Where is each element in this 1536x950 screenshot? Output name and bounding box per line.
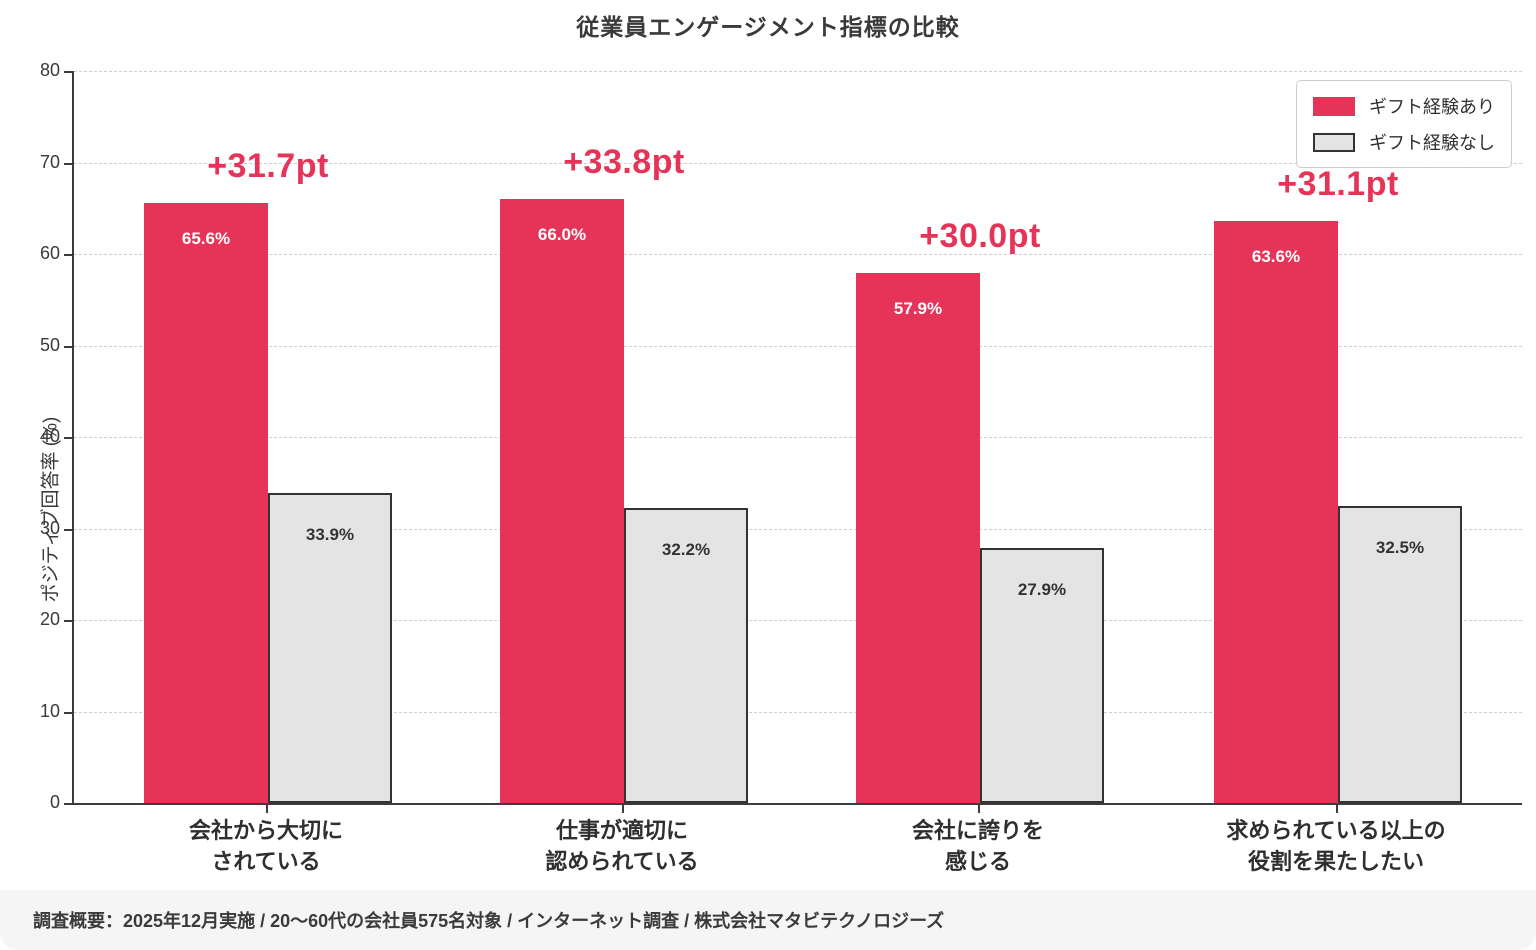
- bar-value-gift-yes-3: 63.6%: [1251, 247, 1301, 267]
- survey-footer-text: 調査概要：2025年12月実施 / 20〜60代の会社員575名対象 / インタ…: [33, 911, 945, 931]
- bar-gift-no-3: [1338, 505, 1462, 803]
- bar-gift-yes-0: [144, 202, 268, 803]
- gridline-y-80: [74, 71, 1522, 72]
- gridline-y-70: [74, 162, 1522, 164]
- x-category-label-3: 求められている以上の 役割を果たしたい: [1226, 818, 1446, 874]
- legend-item-gift-yes: ギフト経験あり: [1313, 93, 1495, 119]
- annotation-diff-2: +30.0pt: [919, 217, 1041, 256]
- gridline-y-20: [74, 620, 1522, 621]
- y-tick-mark-50: [64, 345, 72, 348]
- bar-value-gift-yes-2: 57.9%: [893, 299, 943, 319]
- x-tick-mark-3: [1336, 805, 1338, 813]
- y-tick-mark-80: [64, 71, 72, 73]
- y-tick-mark-30: [64, 528, 72, 531]
- legend-label-gift-yes: ギフト経験あり: [1369, 97, 1495, 117]
- gridline-y-10: [74, 711, 1522, 713]
- x-category-label-0: 会社から大切に されている: [188, 818, 343, 874]
- bar-gift-yes-2: [856, 273, 980, 803]
- plot-area: ギフト経験あり ギフト経験なし 65.6% 33.9% +31.7pt 66.0% 32…: [72, 71, 1522, 805]
- x-category-label-2: 会社に誇りを 感じる: [911, 818, 1044, 874]
- y-tick-mark-40: [64, 437, 72, 439]
- y-tick-label-70: 70: [39, 151, 60, 172]
- annotation-diff-3: +31.1pt: [1277, 165, 1399, 204]
- y-tick-label-10: 10: [39, 700, 60, 721]
- y-tick-label-50: 50: [39, 334, 60, 355]
- bar-gift-no-1: [624, 508, 748, 803]
- x-category-label-1: 仕事が適切に 認められている: [545, 818, 699, 874]
- legend-label-gift-no: ギフト経験なし: [1369, 133, 1495, 153]
- y-tick-label-60: 60: [39, 243, 60, 263]
- gridline-y-60: [74, 254, 1522, 255]
- bar-gift-yes-3: [1214, 221, 1338, 803]
- legend-swatch-gift-yes-icon: [1313, 96, 1355, 116]
- gridline-y-30: [74, 528, 1522, 530]
- bar-value-gift-no-1: 32.2%: [661, 540, 711, 560]
- gridline-y-40: [74, 437, 1522, 438]
- y-tick-mark-60: [64, 254, 72, 256]
- chart-title: 従業員エンゲージメント指標の比較: [576, 14, 960, 40]
- annotation-diff-0: +31.7pt: [207, 146, 329, 185]
- legend: ギフト経験あり ギフト経験なし: [1296, 80, 1512, 168]
- annotation-diff-1: +33.8pt: [563, 143, 685, 182]
- y-tick-label-0: 0: [49, 792, 60, 812]
- gridline-y-50: [74, 345, 1522, 347]
- bar-value-gift-no-2: 27.9%: [1017, 579, 1067, 599]
- legend-swatch-gift-no-icon: [1313, 132, 1355, 152]
- y-tick-mark-10: [64, 711, 72, 714]
- y-tick-mark-70: [64, 162, 72, 165]
- y-tick-label-80: 80: [39, 60, 60, 80]
- bar-value-gift-yes-1: 66.0%: [537, 225, 587, 245]
- bar-value-gift-yes-0: 65.6%: [181, 228, 231, 248]
- bar-gift-no-2: [980, 547, 1104, 803]
- y-tick-mark-0: [64, 803, 72, 805]
- x-tick-mark-2: [978, 805, 980, 813]
- y-tick-mark-20: [64, 620, 72, 622]
- x-tick-mark-1: [622, 805, 624, 813]
- x-tick-mark-0: [266, 805, 268, 813]
- survey-footer: 調査概要：2025年12月実施 / 20〜60代の会社員575名対象 / インタ…: [0, 890, 1536, 950]
- bar-gift-yes-1: [500, 199, 624, 803]
- bar-value-gift-no-0: 33.9%: [305, 524, 355, 544]
- y-tick-label-20: 20: [39, 609, 60, 629]
- bar-value-gift-no-3: 32.5%: [1375, 537, 1425, 557]
- bar-gift-no-0: [268, 492, 392, 803]
- y-tick-label-30: 30: [39, 517, 60, 538]
- legend-item-gift-no: ギフト経験なし: [1313, 129, 1495, 155]
- y-tick-label-40: 40: [39, 426, 60, 446]
